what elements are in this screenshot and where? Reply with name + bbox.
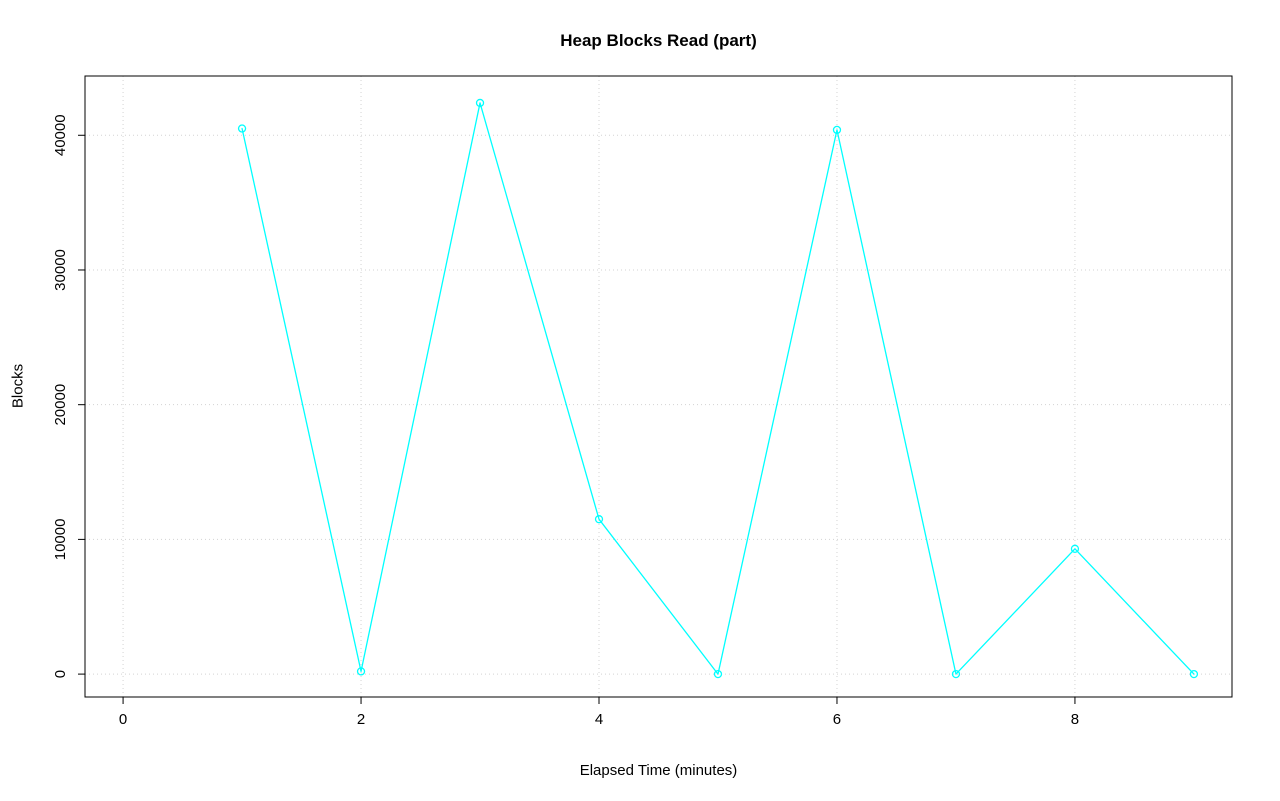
x-tick-label: 0 — [119, 711, 127, 728]
data-line — [241, 102, 1195, 675]
data-point — [237, 124, 247, 133]
x-tick-label: 6 — [833, 711, 841, 728]
x-tick-label: 2 — [357, 711, 365, 728]
y-axis-label: Blocks — [9, 363, 27, 409]
y-tick-label: 40000 — [52, 114, 69, 156]
data-point — [832, 125, 842, 135]
y-tick-label: 10000 — [52, 519, 69, 561]
x-tick-label: 4 — [595, 711, 603, 728]
data-point — [951, 669, 961, 679]
y-tick-label: 0 — [52, 670, 69, 678]
data-point — [475, 98, 485, 108]
data-point — [356, 667, 366, 676]
chart-title: Heap Blocks Read (part) — [560, 31, 757, 50]
data-point — [713, 669, 723, 679]
x-axis-label: Elapsed Time (minutes) — [579, 762, 738, 779]
plot-box — [84, 75, 1233, 698]
data-point — [1189, 669, 1199, 679]
y-tick-label: 20000 — [52, 384, 69, 426]
x-tick-label: 8 — [1071, 711, 1079, 728]
y-tick-label: 30000 — [52, 249, 69, 291]
data-point — [594, 515, 604, 524]
data-point — [1070, 544, 1080, 553]
